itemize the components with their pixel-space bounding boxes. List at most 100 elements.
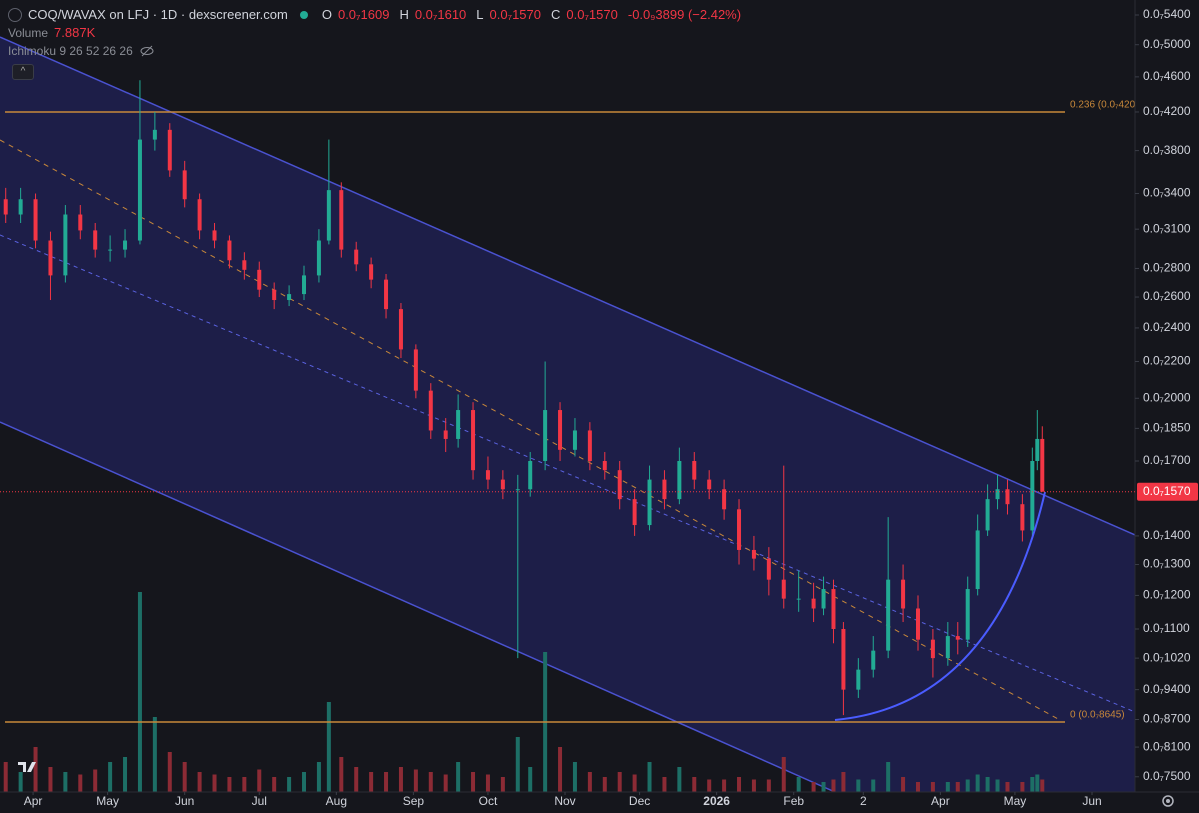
candle-body bbox=[93, 230, 98, 250]
volume-bar bbox=[617, 772, 622, 792]
y-tick-label: 0.0₇1200 bbox=[1143, 588, 1191, 602]
eye-icon[interactable] bbox=[139, 45, 155, 57]
candle-body bbox=[443, 430, 448, 439]
volume-bar bbox=[302, 772, 307, 792]
header: COQ/WAVAX on LFJ · 1D · dexscreener.com … bbox=[8, 6, 741, 60]
volume-bar bbox=[18, 772, 23, 792]
candle-body bbox=[63, 214, 68, 276]
candle-body bbox=[751, 549, 756, 559]
candle-body bbox=[831, 589, 836, 629]
channel-lower bbox=[0, 421, 836, 792]
status-dot bbox=[299, 11, 308, 19]
volume-value: 7.887K bbox=[54, 25, 96, 40]
candle-body bbox=[543, 410, 548, 462]
volume-bar bbox=[123, 757, 128, 792]
y-tick-label: 0.0₇2000 bbox=[1143, 390, 1191, 404]
volume-bar bbox=[167, 752, 172, 792]
candle-body bbox=[841, 628, 846, 690]
volume-bar bbox=[93, 769, 98, 792]
candle-body bbox=[123, 240, 128, 250]
ohlc-key: C bbox=[551, 7, 561, 22]
candle-body bbox=[915, 608, 920, 640]
volume-bar bbox=[707, 779, 712, 792]
candle-body bbox=[617, 470, 622, 500]
x-tick-label: Apr bbox=[24, 794, 43, 808]
candle-body bbox=[48, 240, 53, 276]
gear-center[interactable] bbox=[1166, 799, 1170, 803]
candle-body bbox=[781, 579, 786, 599]
ohlc-value: 0.0₇1570 bbox=[566, 7, 618, 22]
volume-bar bbox=[647, 762, 652, 792]
volume-bar bbox=[965, 779, 970, 792]
candle-body bbox=[692, 461, 697, 480]
token-icon bbox=[8, 8, 22, 22]
eye[interactable] bbox=[140, 47, 154, 55]
y-tick-label: 0.0₇1700 bbox=[1143, 453, 1191, 467]
volume-bar bbox=[398, 767, 403, 792]
ohlc-key: H bbox=[399, 7, 409, 22]
candle-body bbox=[737, 509, 742, 550]
candle-body bbox=[856, 669, 861, 690]
candle-body bbox=[33, 199, 38, 241]
volume-bar bbox=[1030, 777, 1035, 792]
y-tick-label: 0.0₇3400 bbox=[1143, 186, 1191, 200]
y-tick-label: 0.0₇3800 bbox=[1143, 143, 1191, 157]
candle-body bbox=[707, 479, 712, 490]
candle-body bbox=[965, 589, 970, 640]
x-tick-label: Nov bbox=[554, 794, 575, 808]
volume-bar bbox=[856, 779, 861, 792]
candle-body bbox=[302, 275, 307, 295]
candle-body bbox=[197, 199, 202, 231]
candle-body bbox=[108, 249, 113, 251]
candle-body bbox=[413, 349, 418, 391]
gear[interactable] bbox=[1162, 795, 1174, 807]
channel-upper bbox=[0, 36, 1135, 536]
candle-body bbox=[1040, 438, 1045, 492]
volume-bar bbox=[722, 779, 727, 792]
candle-body bbox=[398, 309, 403, 350]
volume-bar bbox=[587, 772, 592, 792]
volume-bar bbox=[975, 774, 980, 792]
curve-drawing bbox=[834, 491, 1046, 721]
y-tick-label: 0.0₇3100 bbox=[1143, 221, 1191, 235]
candle-body bbox=[212, 230, 217, 241]
candle-layer bbox=[3, 80, 1045, 716]
y-tick-label: 0.0₇2200 bbox=[1143, 354, 1191, 368]
volume-bar bbox=[1005, 782, 1010, 792]
y-tick-label: 0.0₇8700 bbox=[1143, 712, 1191, 726]
y-tick-label: 0.0₇1850 bbox=[1143, 421, 1191, 435]
settings-button[interactable] bbox=[1162, 795, 1174, 807]
volume-bar bbox=[227, 777, 232, 792]
candle-body bbox=[354, 249, 359, 265]
eye-slash[interactable] bbox=[141, 45, 153, 57]
volume-bar bbox=[413, 769, 418, 792]
volume-bar bbox=[339, 757, 344, 792]
header-row: COQ/WAVAX on LFJ · 1D · dexscreener.com … bbox=[8, 6, 741, 24]
ohlc-key: L bbox=[476, 7, 484, 22]
trend-dashed bbox=[0, 139, 1061, 721]
volume-bar bbox=[602, 777, 607, 792]
candle-body bbox=[227, 240, 232, 261]
candle-body bbox=[587, 430, 592, 462]
volume-bar bbox=[515, 737, 520, 792]
candle-body bbox=[456, 410, 461, 439]
y-tick-label: 0.0₇1020 bbox=[1143, 650, 1191, 664]
x-tick-label: Sep bbox=[403, 794, 425, 808]
x-tick-label: Dec bbox=[629, 794, 650, 808]
volume-bar bbox=[428, 772, 433, 792]
candle-body bbox=[152, 129, 157, 140]
candle-body bbox=[528, 461, 533, 490]
volume-bar bbox=[287, 777, 292, 792]
volume-bar bbox=[182, 762, 187, 792]
x-tick-label: Aug bbox=[326, 794, 347, 808]
candle-body bbox=[272, 289, 277, 301]
candle-body bbox=[985, 499, 990, 531]
collapse-button[interactable]: ^ bbox=[12, 64, 34, 80]
y-tick-label: 0.0₇5000 bbox=[1143, 37, 1191, 51]
volume-bar bbox=[3, 762, 8, 792]
last-price-box bbox=[1137, 482, 1198, 501]
candle-body bbox=[500, 479, 505, 490]
volume-bar bbox=[272, 777, 277, 792]
candle-body bbox=[18, 199, 23, 215]
